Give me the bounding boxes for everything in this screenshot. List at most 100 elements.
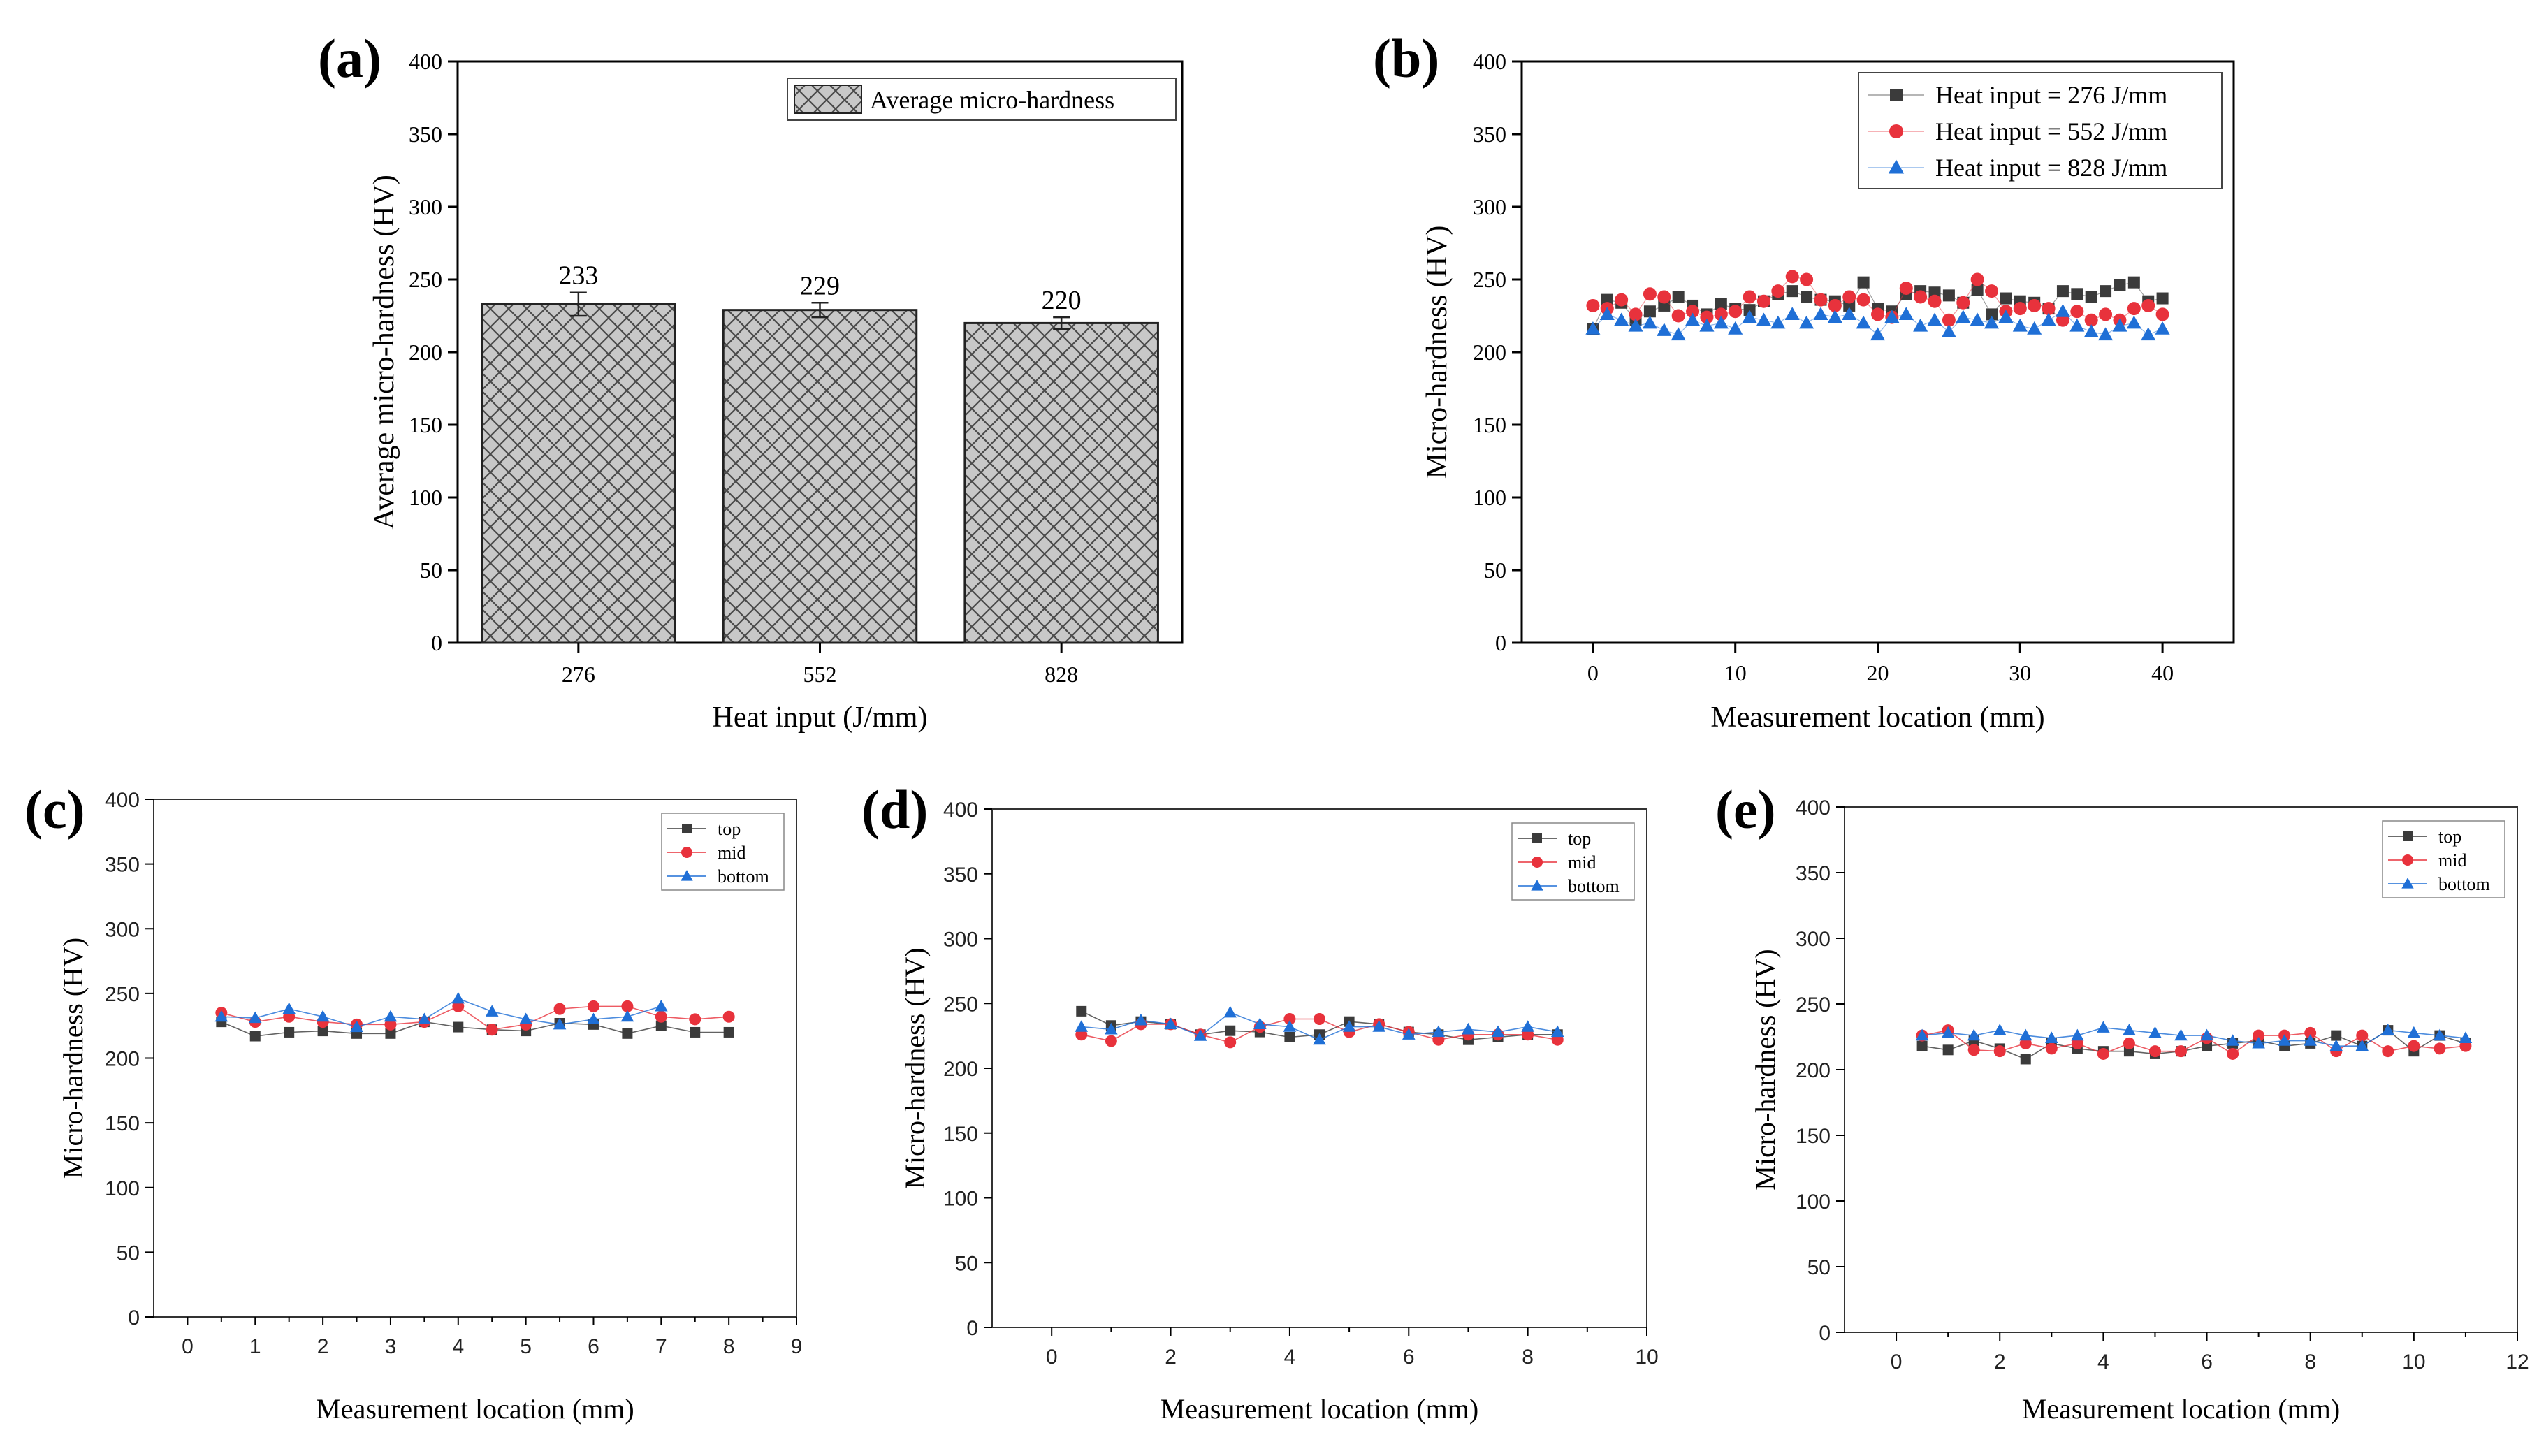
data-point	[2407, 1026, 2421, 1038]
y-tick-label: 150	[105, 1112, 140, 1135]
data-point	[2084, 313, 2098, 327]
data-point	[655, 999, 668, 1012]
y-tick-label: 50	[955, 1252, 978, 1275]
data-point	[1799, 315, 1814, 329]
data-point	[1756, 294, 1770, 308]
x-tick-label: 552	[803, 662, 837, 687]
y-tick-label: 150	[409, 412, 442, 437]
data-point	[2123, 1024, 2136, 1035]
data-point	[1970, 272, 1984, 286]
data-point	[2175, 1045, 2187, 1058]
data-point	[1985, 284, 1999, 298]
data-point	[1642, 315, 1657, 329]
data-point	[1941, 324, 1956, 337]
data-point	[2141, 298, 2155, 312]
data-point	[2356, 1029, 2369, 1042]
data-point	[2126, 315, 2141, 329]
data-point	[1713, 315, 1729, 329]
data-point	[1941, 1026, 1955, 1038]
data-point	[485, 1005, 499, 1017]
data-point	[1075, 1020, 1089, 1032]
legend-label: top	[718, 819, 741, 839]
legend-label: mid	[1568, 852, 1596, 873]
panel-b: (b) 0 50 100 150 200 250 300 350 400 0 10 20 30 40 Heat…	[1373, 28, 2235, 734]
data-point	[1105, 1022, 1118, 1035]
data-point	[2112, 318, 2127, 332]
x-tick-label: 6	[2201, 1351, 2213, 1374]
data-point	[1686, 305, 1700, 319]
data-point	[1672, 291, 1685, 303]
y-tick-label: 350	[1473, 122, 1506, 147]
x-tick-label: 0	[1891, 1351, 1903, 1374]
data-point	[1342, 1020, 1356, 1032]
data-point	[1585, 321, 1601, 335]
data-point	[2304, 1026, 2317, 1039]
data-point	[1700, 310, 1714, 324]
y-tick-label: 0	[966, 1317, 978, 1340]
panel-a: (a) 0 50 100 150 200 250 300 350 400 233 276 229 552 2…	[318, 28, 1184, 734]
y-tick-label: 400	[943, 799, 978, 822]
data-point	[1685, 312, 1701, 326]
bar-value-label: 233	[558, 261, 598, 291]
data-point	[1614, 312, 1629, 326]
x-tick-label: 4	[2097, 1351, 2109, 1374]
y-tick-label: 200	[409, 340, 442, 365]
y-tick-label: 400	[105, 789, 140, 812]
data-point	[1550, 1025, 1564, 1038]
data-point	[2408, 1040, 2420, 1052]
data-point	[1993, 1045, 2006, 1058]
data-point	[2097, 1047, 2109, 1060]
data-point	[248, 1011, 262, 1024]
data-point	[214, 1010, 228, 1022]
y-tick-label: 400	[1473, 49, 1506, 74]
data-point	[723, 1026, 734, 1038]
y-tick-label: 250	[943, 993, 978, 1016]
data-point	[2028, 298, 2042, 312]
data-point	[1828, 298, 1842, 312]
y-tick-label: 150	[943, 1123, 978, 1146]
data-point	[587, 1000, 599, 1012]
x-axis-title: Measurement location (mm)	[1710, 701, 2044, 734]
series-line	[221, 1005, 729, 1031]
legend-label: top	[2438, 827, 2461, 847]
x-tick-label: 5	[520, 1335, 532, 1358]
data-point	[2155, 307, 2169, 321]
legend-label: Heat input = 552 J/mm	[1935, 117, 2167, 145]
data-point	[1784, 307, 1800, 320]
x-tick-label: 8	[2304, 1351, 2316, 1374]
bar	[963, 321, 1159, 644]
data-point	[2141, 327, 2156, 341]
data-point	[622, 1028, 633, 1039]
data-point	[1657, 323, 1672, 336]
data-point	[1771, 284, 1785, 298]
data-point	[2253, 1029, 2265, 1042]
y-tick-label: 250	[1796, 993, 1831, 1017]
data-point	[519, 1012, 532, 1025]
data-point	[1076, 1005, 1087, 1017]
data-point	[1814, 293, 1828, 307]
legend-marker	[2401, 878, 2414, 889]
x-tick-label: 30	[2009, 660, 2031, 685]
data-point	[689, 1013, 701, 1026]
data-point	[1105, 1035, 1117, 1047]
x-tick-label: 8	[1522, 1346, 1534, 1369]
data-point	[1785, 270, 1799, 284]
series-line	[1921, 1029, 2466, 1055]
data-point	[1898, 307, 1914, 320]
data-point	[249, 1031, 261, 1042]
y-tick-label: 50	[420, 558, 442, 583]
panel-label-c: (c)	[24, 779, 85, 840]
panel-c: (c) 0 50 100 150 200 250 300 350 400 0 1 2 3 4 5 6 7 8 9 top…	[24, 779, 802, 1425]
y-tick-label: 300	[1473, 194, 1506, 219]
data-point	[553, 1003, 566, 1015]
y-tick-label: 300	[105, 918, 140, 941]
data-point	[1372, 1020, 1385, 1032]
data-point	[1521, 1020, 1534, 1032]
bar	[722, 309, 918, 644]
data-point	[1225, 1025, 1236, 1036]
legend-marker	[2402, 854, 2413, 866]
x-tick-label: 0	[182, 1335, 194, 1358]
y-tick-label: 100	[1796, 1191, 1831, 1214]
data-point	[2042, 302, 2056, 316]
data-point	[2304, 1034, 2317, 1046]
